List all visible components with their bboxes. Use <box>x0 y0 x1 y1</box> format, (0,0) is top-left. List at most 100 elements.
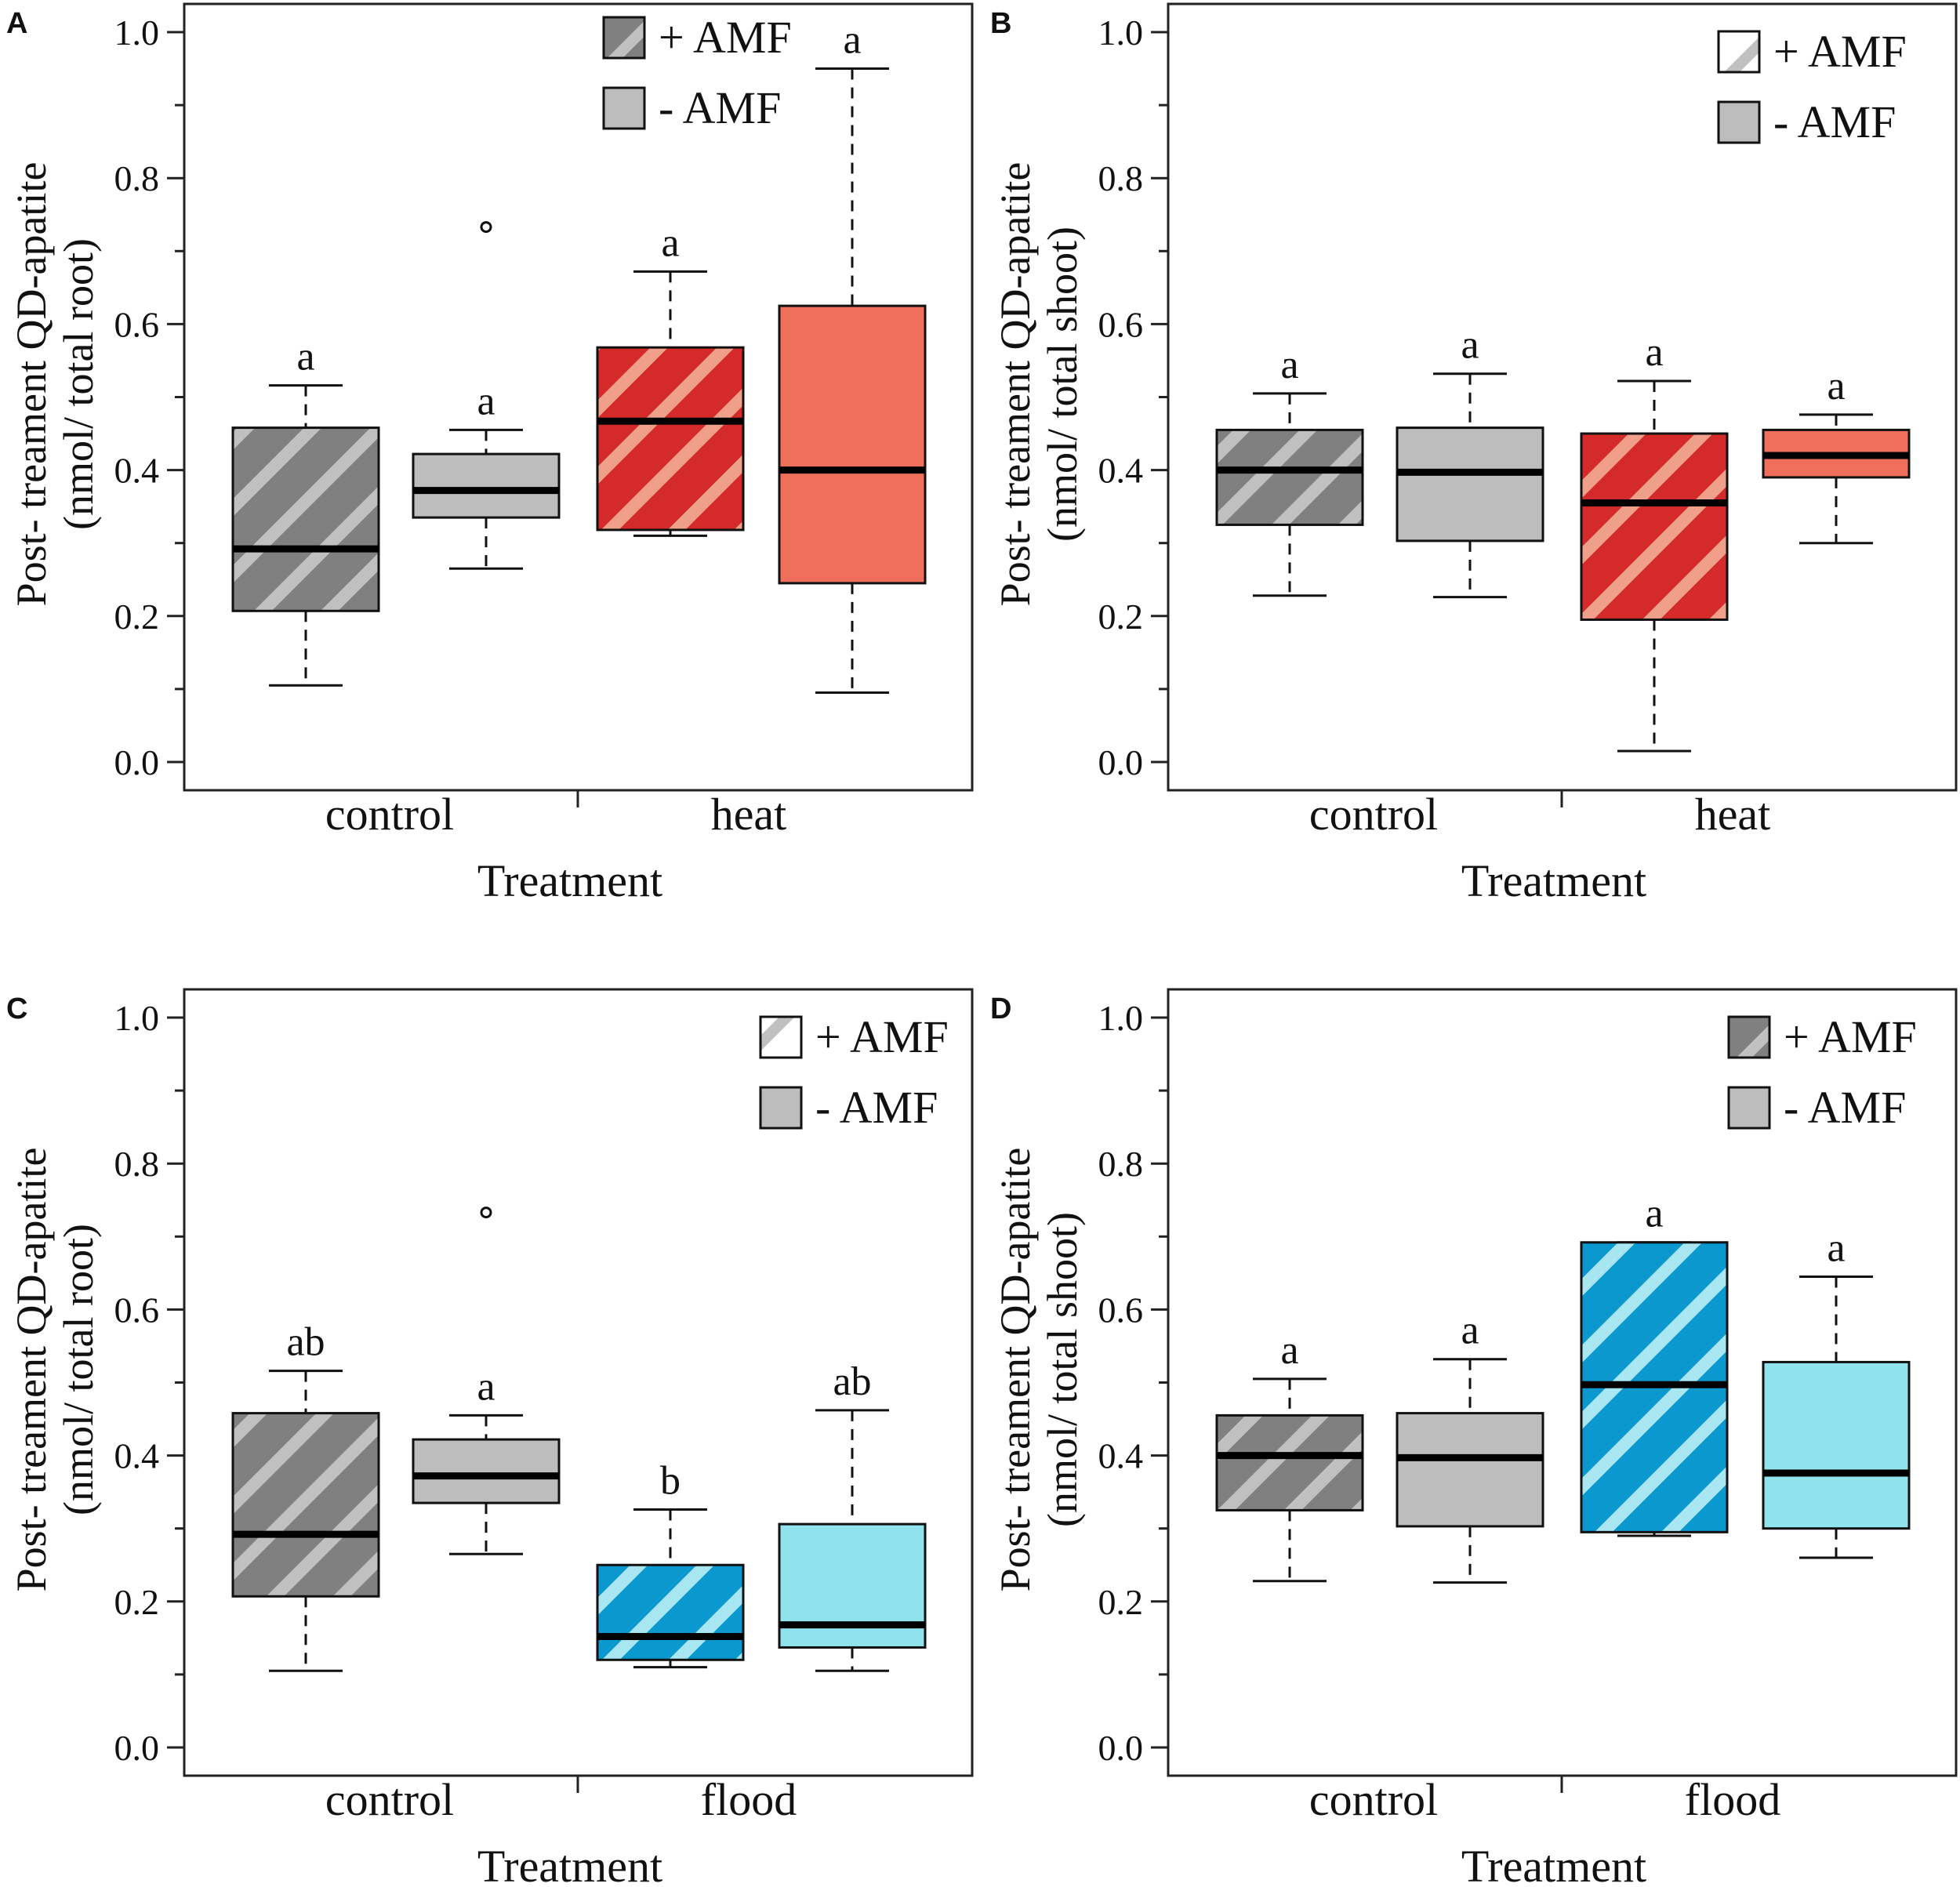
box-iqr <box>778 1522 927 1649</box>
box-control-no-amf: a <box>412 1207 561 1555</box>
legend-swatch-no-amf <box>1717 100 1761 144</box>
box-iqr <box>1396 426 1544 543</box>
box-iqr <box>778 304 927 585</box>
legend-label-amf: + AMF <box>1784 1011 1917 1062</box>
panel-d: D 0.0 0.2 0.4 0.6 0.8 1.0 control flood Treatment… <box>990 988 1958 1887</box>
legend: + AMF - AMF <box>1727 1011 1917 1133</box>
panel-a: A 0.0 0.2 0.4 0.6 0.8 1.0 control heat Treatment P… <box>6 2 974 906</box>
y-tick-label: 0.6 <box>114 304 160 344</box>
y-tick-label: 1.0 <box>114 13 160 53</box>
y-tick-label: 0.4 <box>1098 451 1144 491</box>
legend-swatch-amf <box>1717 30 1761 74</box>
significance-letter: a <box>1461 1308 1479 1353</box>
legend-label-amf: + AMF <box>659 12 792 63</box>
box-iqr <box>231 1412 380 1598</box>
y-axis-subtitle: (nmol/ total root) <box>55 1224 102 1515</box>
y-tick-label: 0.6 <box>114 1290 160 1330</box>
significance-letter: a <box>1645 1192 1663 1236</box>
x-axis-title: Treatment <box>477 1841 662 1887</box>
box-flood-no-amf: ab <box>778 1359 927 1672</box>
x-category-label: flood <box>701 1774 797 1825</box>
legend: + AMF - AMF <box>602 12 792 133</box>
legend-swatch-amf <box>602 16 646 60</box>
y-tick-label: 0.2 <box>114 1582 160 1622</box>
box-iqr <box>231 426 380 612</box>
y-tick-label: 0.4 <box>114 1436 160 1476</box>
box-iqr <box>596 1563 745 1661</box>
y-tick-label: 0.0 <box>114 1728 160 1768</box>
legend-label-no-amf: - AMF <box>1784 1082 1906 1133</box>
box-control-amf: ab <box>231 1320 380 1672</box>
x-category-label: control <box>325 789 454 840</box>
y-tick-label: 1.0 <box>1098 13 1144 53</box>
panel-b: B 0.0 0.2 0.4 0.6 0.8 1.0 control heat Treatment P… <box>990 2 1958 906</box>
panel-c: C 0.0 0.2 0.4 0.6 0.8 1.0 control flood Treatment… <box>6 988 974 1887</box>
outlier-point <box>480 1207 492 1219</box>
significance-letter: a <box>1461 323 1479 368</box>
y-tick-label: 0.0 <box>114 742 160 782</box>
x-axis-title: Treatment <box>1461 1841 1646 1887</box>
y-tick-label: 1.0 <box>1098 998 1144 1038</box>
significance-letter: a <box>1280 343 1298 387</box>
box-flood-amf: b <box>596 1458 745 1669</box>
box-flood-amf: a <box>1580 1192 1729 1537</box>
x-category-label: heat <box>711 789 787 840</box>
y-tick-label: 0.2 <box>1098 1582 1144 1622</box>
y-tick-label: 0.8 <box>1098 158 1144 198</box>
panel-letter: D <box>990 992 1011 1025</box>
panel-letter: B <box>990 7 1011 40</box>
y-tick-label: 0.8 <box>114 158 160 198</box>
y-axis-subtitle: (nmol/ total shoot) <box>1039 1212 1086 1527</box>
panel-letter: C <box>6 992 27 1025</box>
box-control-amf: a <box>1215 1328 1364 1583</box>
y-tick-label: 0.6 <box>1098 304 1144 344</box>
box-iqr <box>412 1438 561 1504</box>
y-tick-label: 0.2 <box>114 597 160 637</box>
legend-swatch-no-amf <box>759 1086 803 1130</box>
legend-label-no-amf: - AMF <box>659 82 781 133</box>
y-tick-label: 0.0 <box>1098 742 1144 782</box>
x-axis-title: Treatment <box>1461 855 1646 906</box>
significance-letter: a <box>661 220 679 265</box>
legend-label-amf: + AMF <box>815 1011 949 1062</box>
legend-label-no-amf: - AMF <box>815 1082 938 1133</box>
y-axis-title: Post- treament QD-apatite <box>8 162 55 607</box>
outlier-point <box>480 221 492 234</box>
y-axis-title: Post- treament QD-apatite <box>992 1148 1039 1592</box>
y-tick-label: 1.0 <box>114 998 160 1038</box>
box-iqr <box>412 452 561 519</box>
box-iqr <box>1396 1412 1544 1528</box>
y-axis-title: Post- treament QD-apatite <box>8 1148 55 1592</box>
box-control-no-amf: a <box>1396 1308 1544 1584</box>
significance-letter: a <box>1827 1226 1845 1271</box>
significance-letter: a <box>477 1364 495 1409</box>
box-control-no-amf: a <box>1396 323 1544 599</box>
legend-swatch-no-amf <box>1727 1086 1771 1130</box>
significance-letter: ab <box>286 1320 325 1365</box>
y-tick-label: 0.0 <box>1098 1728 1144 1768</box>
y-tick-label: 0.4 <box>1098 1436 1144 1476</box>
x-category-label: heat <box>1695 789 1771 840</box>
y-tick-label: 0.6 <box>1098 1290 1144 1330</box>
significance-letter: a <box>843 18 861 63</box>
box-control-amf: a <box>1215 343 1364 597</box>
box-control-amf: a <box>231 335 380 687</box>
box-heat-amf: a <box>1580 330 1729 753</box>
legend-swatch-no-amf <box>602 86 646 130</box>
x-category-label: flood <box>1685 1774 1780 1825</box>
legend-label-amf: + AMF <box>1773 26 1907 77</box>
panel-letter: A <box>6 7 27 40</box>
y-axis-subtitle: (nmol/ total root) <box>55 238 102 530</box>
x-category-label: control <box>1309 789 1438 840</box>
box-heat-amf: a <box>596 220 745 537</box>
y-axis-title: Post- treament QD-apatite <box>992 162 1039 607</box>
x-category-label: control <box>325 1774 454 1825</box>
significance-letter: a <box>1280 1328 1298 1373</box>
box-iqr <box>1580 432 1729 621</box>
x-category-label: control <box>1309 1774 1438 1825</box>
box-flood-no-amf: a <box>1762 1226 1911 1559</box>
box-heat-no-amf: a <box>778 18 927 695</box>
significance-letter: a <box>1645 330 1663 375</box>
legend-swatch-amf <box>1727 1015 1771 1059</box>
